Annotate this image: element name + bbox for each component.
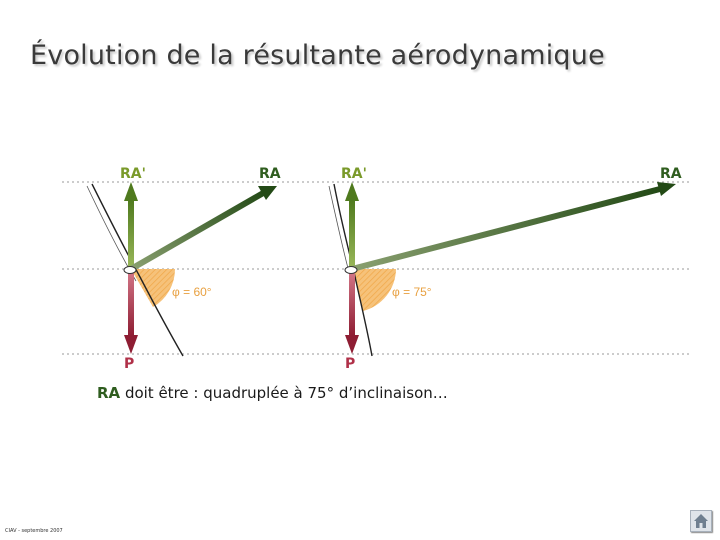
p-arrow-head-1	[124, 335, 138, 354]
ra-arrow-shaft-1	[129, 189, 267, 272]
bank-angle-sector-1	[131, 269, 175, 307]
ra-arrow-shaft-2	[351, 186, 661, 272]
page-title: Évolution de la résultante aérodynamique	[30, 40, 605, 71]
home-button[interactable]	[690, 510, 712, 532]
wing-line-1	[91, 183, 184, 357]
caption-ra: RA	[97, 384, 121, 402]
ra-prime-arrow-head-1	[124, 182, 138, 201]
p-arrow-shaft-1	[128, 269, 134, 336]
ra-prime-label-1: RA'	[120, 166, 146, 182]
ra-arrow-head-1	[258, 186, 277, 200]
caption-text: doit être : quadruplée à 75° d’inclinais…	[120, 384, 448, 402]
ra-label-2: RA	[660, 166, 682, 182]
diagram-2	[328, 182, 676, 357]
bank-angle-label-2: φ = 75°	[392, 285, 432, 299]
diagram-1	[86, 182, 277, 357]
bank-angle-sector-2	[352, 269, 396, 311]
caption: RA doit être : quadruplée à 75° d’inclin…	[97, 384, 448, 402]
ra-prime-label-2: RA'	[341, 166, 367, 182]
p-label-2: P	[345, 356, 356, 372]
ra-prime-arrow-head-2	[345, 182, 359, 201]
p-arrow-head-2	[345, 335, 359, 354]
ra-prime-arrow-shaft-2	[349, 200, 355, 269]
footer-credit: CIAV - septembre 2007	[5, 528, 63, 534]
p-label-1: P	[124, 356, 135, 372]
aircraft-2	[344, 266, 358, 274]
home-icon	[694, 514, 708, 528]
bank-angle-label-1: φ = 60°	[172, 285, 212, 299]
ra-arrow-head-2	[657, 182, 676, 196]
p-arrow-shaft-2	[349, 269, 355, 336]
aircraft-1	[123, 266, 137, 274]
ra-prime-arrow-shaft-1	[128, 200, 134, 269]
ra-label-1: RA	[259, 166, 281, 182]
